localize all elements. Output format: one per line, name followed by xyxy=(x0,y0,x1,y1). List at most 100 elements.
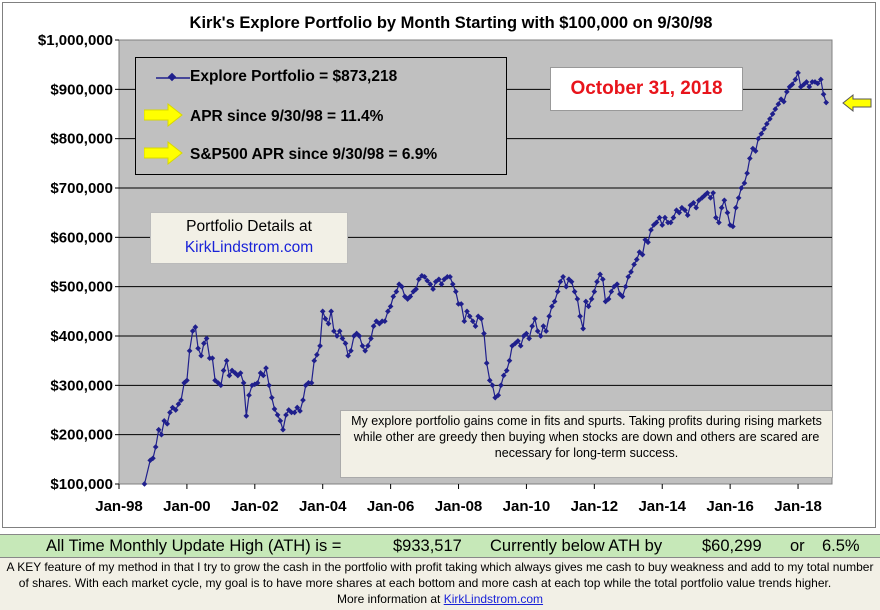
data-point xyxy=(297,408,303,414)
x-tick-label: Jan-98 xyxy=(95,498,143,515)
x-tick-label: Jan-10 xyxy=(503,498,551,515)
data-point xyxy=(246,392,252,399)
data-point xyxy=(141,481,148,487)
data-point xyxy=(223,357,230,364)
data-point xyxy=(209,355,216,362)
data-point xyxy=(155,426,162,433)
data-point xyxy=(684,212,691,218)
data-point xyxy=(693,204,699,211)
portfolio-details-box: Portfolio Details at KirkLindstrom.com xyxy=(150,212,348,264)
data-point xyxy=(452,288,459,295)
data-point xyxy=(789,81,796,88)
data-point xyxy=(164,420,171,427)
legend-sp500-apr: S&P500 APR since 9/30/98 = 6.9% xyxy=(190,146,438,163)
data-point xyxy=(399,283,405,290)
data-point xyxy=(481,330,487,337)
data-point xyxy=(387,303,394,310)
y-tick-label: $600,000 xyxy=(50,229,113,246)
data-point xyxy=(218,382,224,389)
data-point xyxy=(198,352,204,359)
data-point xyxy=(226,372,233,379)
data-point xyxy=(430,286,436,292)
data-point xyxy=(580,325,586,332)
data-point xyxy=(458,301,465,307)
data-point xyxy=(758,130,765,137)
data-point xyxy=(300,397,306,403)
data-point xyxy=(551,298,558,305)
data-point xyxy=(370,323,377,329)
data-point xyxy=(529,323,536,329)
data-point xyxy=(597,271,603,278)
ath-below-amount: $60,299 xyxy=(702,537,762,555)
details-link[interactable]: KirkLindstrom.com xyxy=(184,239,314,256)
ath-or: or xyxy=(790,537,805,555)
data-point xyxy=(427,281,434,288)
data-point xyxy=(268,394,275,401)
footer-note: A KEY feature of my method in that I try… xyxy=(0,558,880,610)
data-point xyxy=(549,303,555,310)
data-point xyxy=(368,335,374,342)
y-tick-label: $500,000 xyxy=(50,279,113,296)
data-point xyxy=(438,281,445,288)
data-point xyxy=(317,343,323,349)
data-point xyxy=(506,357,513,364)
ath-below-pct: 6.5% xyxy=(822,537,860,555)
data-point xyxy=(220,367,227,374)
y-tick-label: $800,000 xyxy=(50,131,113,148)
x-tick-label: Jan-14 xyxy=(638,498,686,515)
data-point xyxy=(283,412,289,418)
chart-title: Kirk's Explore Portfolio by Month Starti… xyxy=(190,14,713,32)
legend-apr: APR since 9/30/98 = 11.4% xyxy=(190,108,384,125)
data-point xyxy=(537,333,544,339)
data-point xyxy=(280,426,286,433)
y-tick-label: $300,000 xyxy=(50,377,113,394)
data-point xyxy=(622,283,629,290)
y-axis-ticks: $100,000 $200,000 $300,000 $400,000 $500,000… xyxy=(38,32,119,493)
data-point xyxy=(560,273,566,280)
data-point xyxy=(348,347,354,354)
legend-line-marker-icon xyxy=(156,72,190,82)
y-tick-label: $700,000 xyxy=(50,180,113,197)
data-point xyxy=(195,345,201,352)
data-point xyxy=(421,273,428,280)
chart-frame: Kirk's Explore Portfolio by Month Starti… xyxy=(2,2,876,528)
data-point xyxy=(772,106,779,112)
data-point xyxy=(557,278,564,285)
data-point xyxy=(639,251,646,258)
data-point xyxy=(424,277,431,284)
data-point xyxy=(334,333,340,339)
data-point xyxy=(167,409,173,416)
legend-box: Explore Portfolio = $873,218 APR since 9… xyxy=(135,57,507,175)
data-point xyxy=(588,296,595,302)
x-tick-label: Jan-06 xyxy=(367,498,415,515)
y-tick-label: $200,000 xyxy=(50,427,113,444)
data-point xyxy=(382,318,388,325)
footer-link[interactable]: KirkLindstrom.com xyxy=(443,592,544,606)
data-point xyxy=(407,293,414,300)
data-point xyxy=(803,79,810,85)
data-point xyxy=(319,308,326,315)
data-point xyxy=(472,323,479,329)
ath-value: $933,517 xyxy=(393,537,462,555)
data-point xyxy=(339,335,346,342)
data-point xyxy=(571,288,578,295)
current-value-arrow-icon xyxy=(842,93,872,113)
data-point xyxy=(662,214,668,221)
ath-below-label: Currently below ATH by xyxy=(490,537,663,555)
data-point xyxy=(314,351,320,358)
x-axis-ticks: Jan-98 Jan-00 Jan-02 Jan-04 Jan-06 Jan-08 Jan-… xyxy=(95,484,822,515)
yellow-arrow-icon xyxy=(144,103,183,127)
x-tick-label: Jan-04 xyxy=(299,498,347,515)
data-point xyxy=(436,276,442,283)
data-point xyxy=(413,286,419,292)
data-point xyxy=(764,121,770,127)
data-point xyxy=(274,412,281,418)
data-point xyxy=(325,320,332,327)
data-point xyxy=(608,288,615,295)
x-tick-label: Jan-00 xyxy=(163,498,211,515)
date-label: October 31, 2018 xyxy=(550,67,743,111)
legend-portfolio: Explore Portfolio = $873,218 xyxy=(190,68,398,85)
data-point xyxy=(152,444,159,450)
x-tick-label: Jan-02 xyxy=(231,498,279,515)
x-tick-label: Jan-16 xyxy=(706,498,754,515)
